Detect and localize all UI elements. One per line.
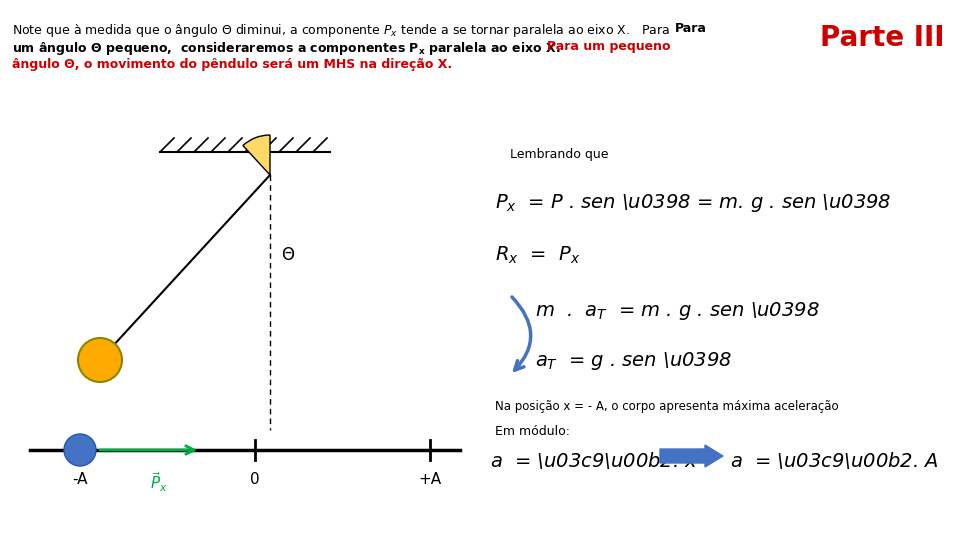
Circle shape xyxy=(78,338,122,382)
Text: Lembrando que: Lembrando que xyxy=(510,148,609,161)
Wedge shape xyxy=(243,135,270,175)
Text: $P_x$  = P . sen \u0398 = m. g . sen \u0398: $P_x$ = P . sen \u0398 = m. g . sen \u03… xyxy=(495,192,892,214)
Text: um ângulo Θ pequeno,  consideraremos a componentes $\mathbf{P_x}$ paralela ao ei: um ângulo Θ pequeno, consideraremos a co… xyxy=(12,40,570,57)
Circle shape xyxy=(64,434,96,466)
Text: -A: -A xyxy=(72,472,87,487)
FancyArrowPatch shape xyxy=(512,297,531,370)
Text: Na posição x = - A, o corpo apresenta máxima aceleração: Na posição x = - A, o corpo apresenta má… xyxy=(495,400,839,413)
Text: Para: Para xyxy=(675,22,707,35)
Text: Em módulo:: Em módulo: xyxy=(495,425,570,438)
Text: $\vec{P}_x$: $\vec{P}_x$ xyxy=(150,470,167,494)
Text: $a$  = \u03c9\u00b2. $x$: $a$ = \u03c9\u00b2. $x$ xyxy=(490,450,698,471)
Text: Note que à medida que o ângulo Θ diminui, a componente $P_x$ tende a se tornar p: Note que à medida que o ângulo Θ diminui… xyxy=(12,22,670,39)
Text: ângulo Θ, o movimento do pêndulo será um MHS na direção X.: ângulo Θ, o movimento do pêndulo será um… xyxy=(12,58,452,71)
Text: Parte III: Parte III xyxy=(821,24,945,52)
Text: $R_x$  =  $P_x$: $R_x$ = $P_x$ xyxy=(495,245,580,266)
Text: $a_T$  = g . sen \u0398: $a_T$ = g . sen \u0398 xyxy=(535,350,732,372)
Text: +A: +A xyxy=(419,472,442,487)
FancyArrow shape xyxy=(660,445,723,467)
Text: 0: 0 xyxy=(251,472,260,487)
Text: $m$  .  $a_T$  = m . g . sen \u0398: $m$ . $a_T$ = m . g . sen \u0398 xyxy=(535,300,820,322)
Text: Θ: Θ xyxy=(281,246,295,264)
Text: Para um pequeno: Para um pequeno xyxy=(547,40,670,53)
Text: $a$  = \u03c9\u00b2. $A$: $a$ = \u03c9\u00b2. $A$ xyxy=(730,450,939,471)
